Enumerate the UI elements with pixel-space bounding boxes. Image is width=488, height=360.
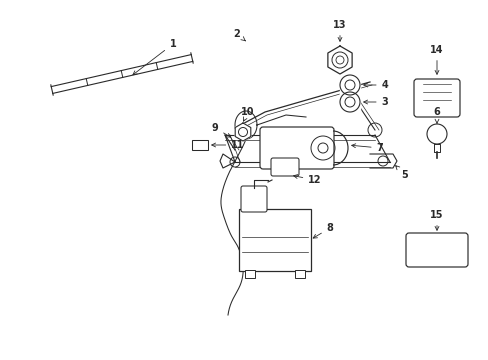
Text: 14: 14 <box>429 45 443 74</box>
Text: 4: 4 <box>363 80 387 90</box>
FancyBboxPatch shape <box>294 270 305 278</box>
FancyBboxPatch shape <box>413 79 459 117</box>
FancyBboxPatch shape <box>192 140 207 150</box>
FancyBboxPatch shape <box>270 158 298 176</box>
FancyBboxPatch shape <box>405 233 467 267</box>
FancyBboxPatch shape <box>244 270 254 278</box>
Polygon shape <box>327 46 351 74</box>
Text: 6: 6 <box>433 107 440 123</box>
Text: 8: 8 <box>312 223 333 238</box>
Polygon shape <box>235 123 250 141</box>
Polygon shape <box>339 92 359 112</box>
Text: 12: 12 <box>293 175 321 185</box>
Text: 13: 13 <box>332 20 346 41</box>
Text: 11: 11 <box>211 140 244 150</box>
Polygon shape <box>339 75 359 95</box>
Text: 1: 1 <box>133 39 176 75</box>
Text: 9: 9 <box>211 123 230 137</box>
FancyBboxPatch shape <box>260 127 333 169</box>
Text: 3: 3 <box>363 97 387 107</box>
Text: 2: 2 <box>233 29 245 41</box>
Text: 10: 10 <box>241 107 254 121</box>
Text: 5: 5 <box>395 166 407 180</box>
Text: 15: 15 <box>429 210 443 230</box>
FancyBboxPatch shape <box>239 209 310 271</box>
FancyBboxPatch shape <box>241 186 266 212</box>
Text: 7: 7 <box>351 143 383 153</box>
